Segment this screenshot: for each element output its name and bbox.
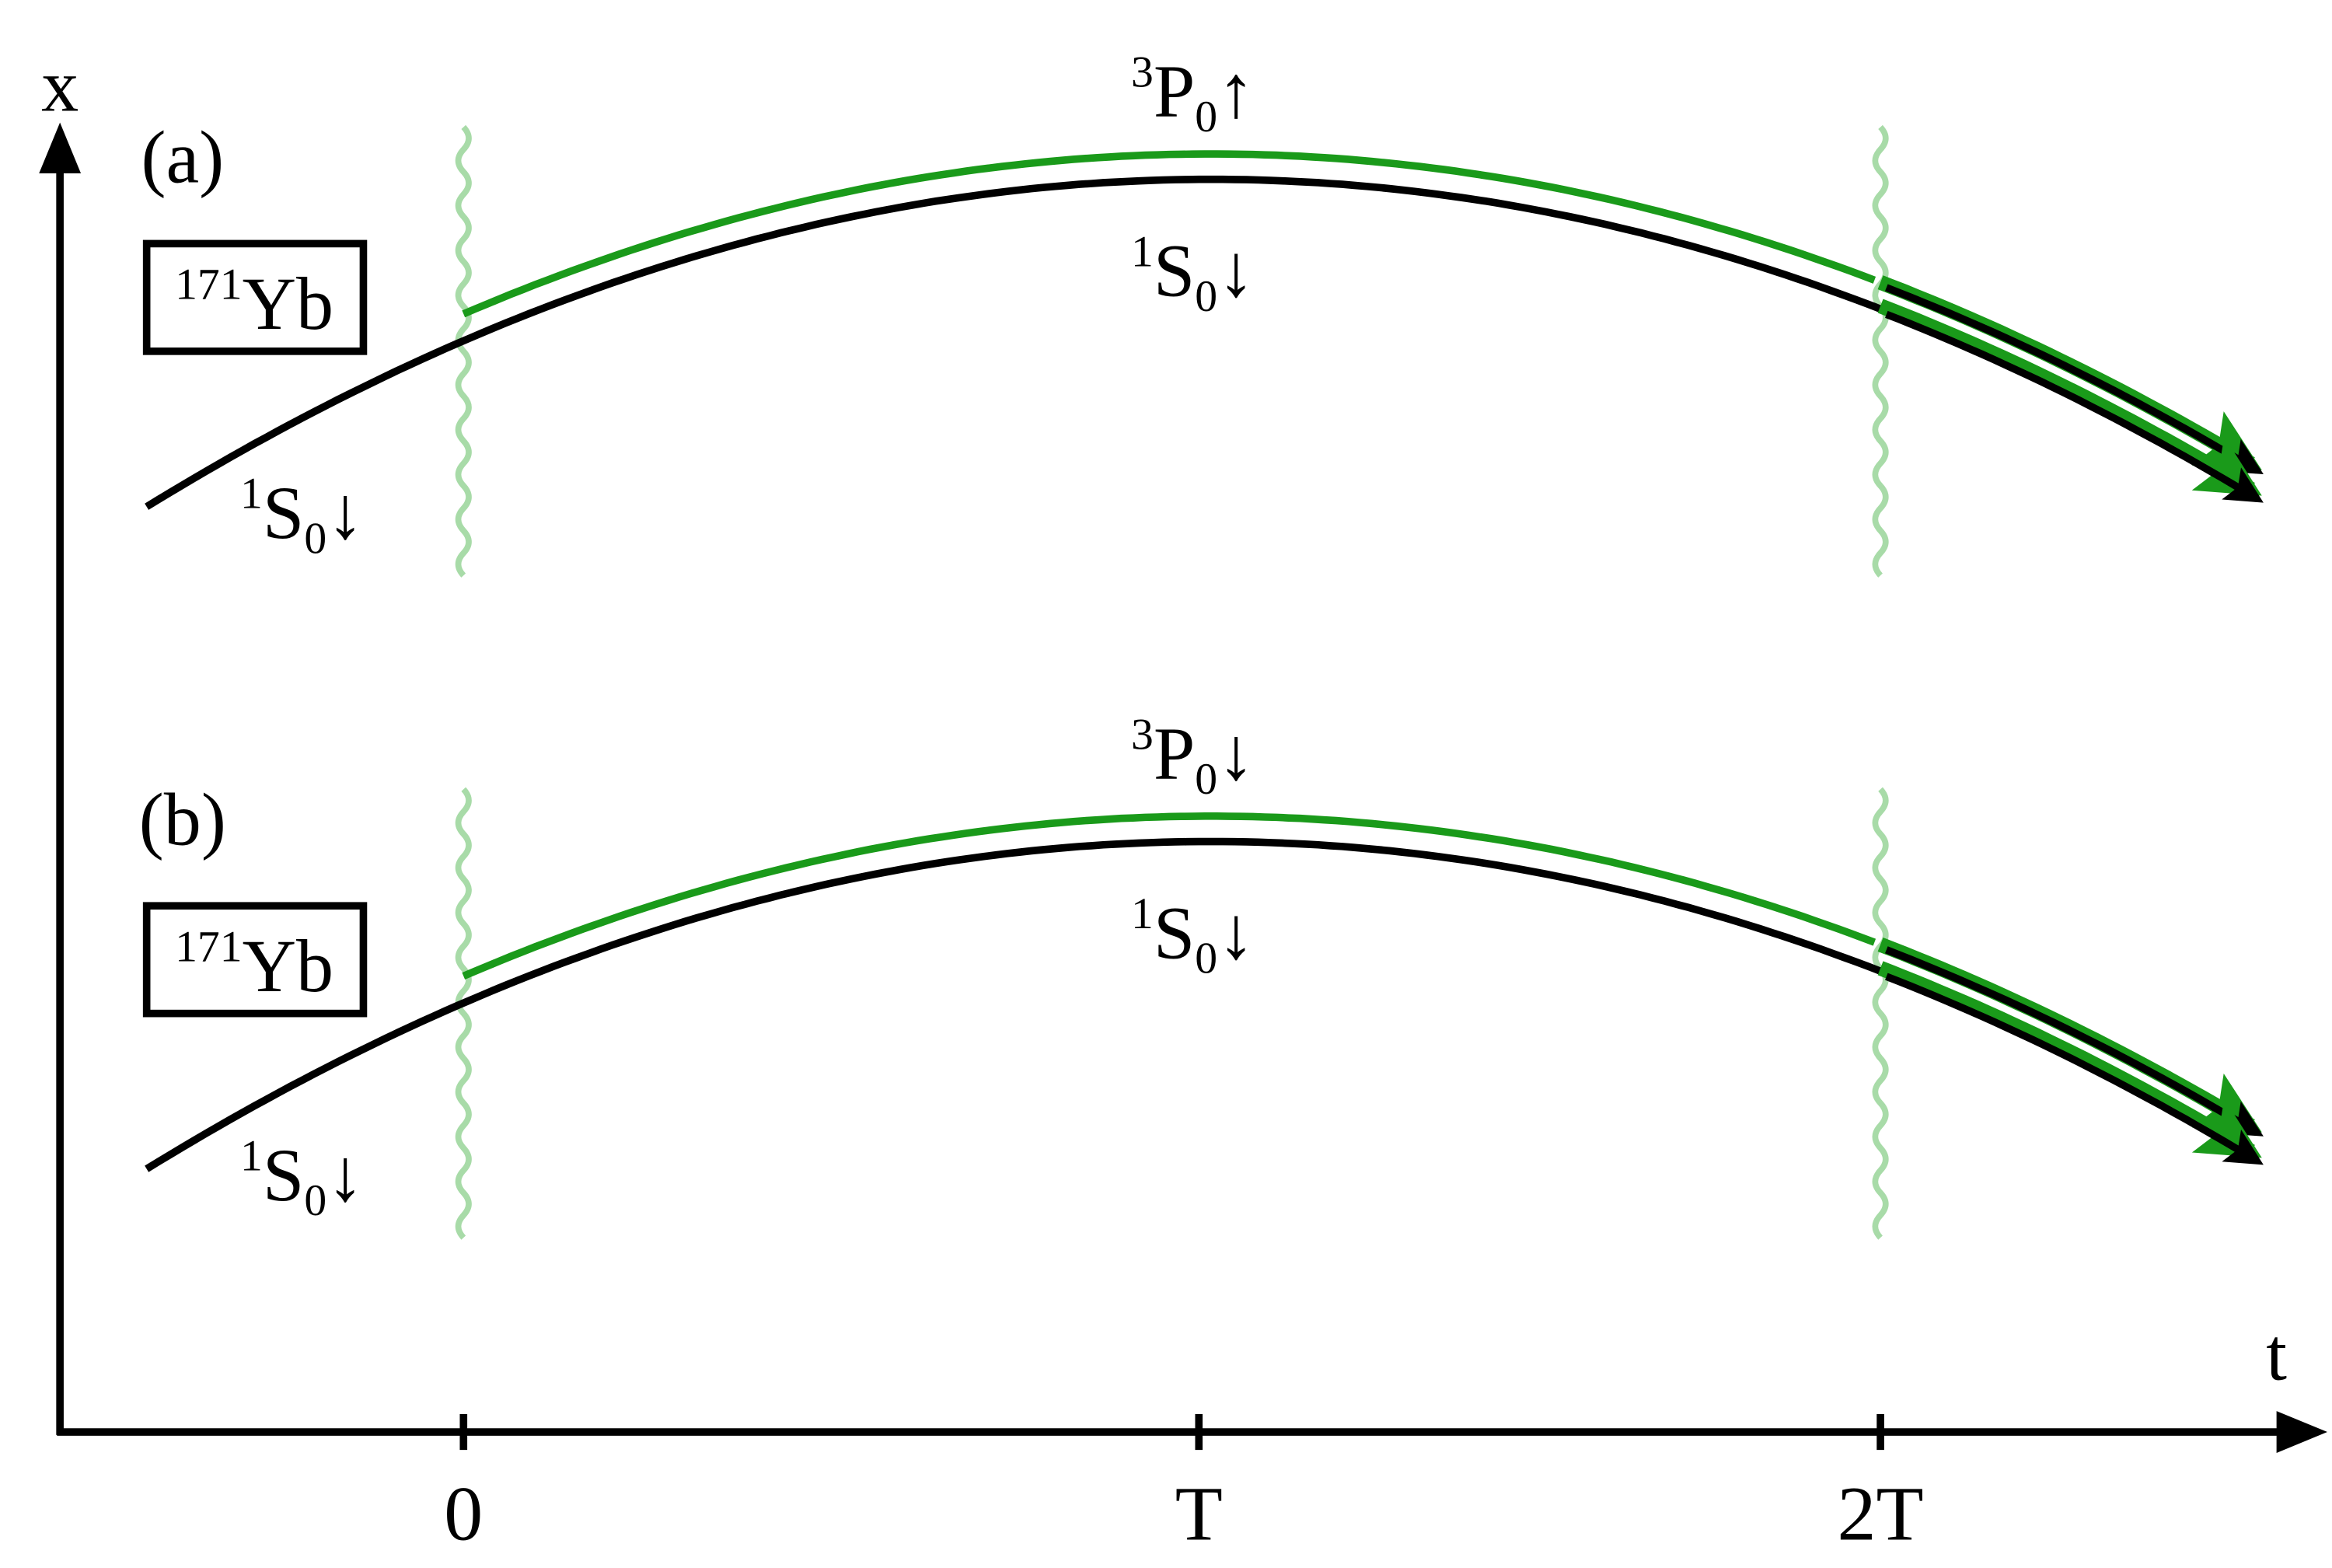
term-letter: S (263, 1133, 304, 1217)
multiplicity: 3 (1131, 710, 1154, 759)
term-letter: P (1154, 712, 1195, 795)
species: 171Yb (175, 922, 333, 1007)
term-letter: S (1154, 892, 1195, 975)
tick-label: 2T (1838, 1470, 1924, 1556)
species-box (142, 239, 368, 355)
output-lower (1885, 973, 2264, 1165)
middle-state: 1S0↓ (1131, 227, 1255, 321)
subscript: 0 (1195, 755, 1217, 804)
element: Yb (243, 262, 333, 345)
output-lower (1885, 310, 2264, 503)
subscript: 0 (304, 514, 326, 563)
panel-label: (b) (139, 777, 226, 861)
ground-trajectory (145, 837, 1882, 1172)
mass-number: 171 (175, 260, 243, 309)
tick-label: T (1175, 1470, 1223, 1556)
term-letter: S (1154, 229, 1195, 313)
initial-state: 1S0↓ (240, 470, 364, 564)
initial-state: 1S0↓ (240, 1132, 364, 1226)
species: 171Yb (175, 260, 333, 345)
output-upper (1884, 946, 2264, 1137)
output-upper (1884, 284, 2264, 474)
excited-trajectory (462, 150, 1876, 318)
x-arrowhead (2276, 1411, 2328, 1453)
upper-state: 3P0↓ (1131, 710, 1255, 804)
output-lower-green (1877, 961, 2262, 1158)
term-letter: P (1154, 50, 1195, 133)
multiplicity: 1 (240, 1132, 263, 1181)
laser-pulse (1872, 124, 1889, 578)
element: Yb (243, 924, 333, 1008)
multiplicity: 1 (1131, 889, 1154, 938)
panel-label: (a) (141, 116, 224, 199)
species-box (142, 902, 368, 1018)
y-axis-label: x (41, 44, 79, 127)
subscript: 0 (304, 1176, 326, 1225)
subscript: 0 (1195, 934, 1217, 983)
output-lower-green (1877, 299, 2262, 496)
upper-state: 3P0↑ (1131, 48, 1255, 142)
spin-arrow: ↓ (326, 1133, 364, 1217)
subscript: 0 (1195, 272, 1217, 321)
axes (39, 122, 2328, 1453)
mass-number: 171 (175, 922, 243, 971)
multiplicity: 1 (1131, 227, 1154, 276)
middle-state: 1S0↓ (1131, 889, 1255, 983)
multiplicity: 1 (240, 470, 263, 519)
spin-arrow: ↓ (326, 471, 364, 554)
x-axis-label: t (2266, 1313, 2287, 1396)
excited-trajectory (462, 812, 1876, 980)
spin-arrow: ↓ (1217, 892, 1255, 975)
term-letter: S (263, 471, 304, 554)
laser-pulse (455, 124, 472, 578)
spin-arrow: ↓ (1217, 712, 1255, 795)
tick-label: 0 (444, 1470, 483, 1556)
laser-pulse (455, 787, 472, 1240)
spin-arrow: ↑ (1217, 50, 1255, 133)
laser-pulse (1872, 787, 1889, 1240)
spin-arrow: ↓ (1217, 229, 1255, 313)
subscript: 0 (1195, 93, 1217, 141)
y-arrowhead (39, 122, 82, 174)
ground-trajectory (145, 175, 1882, 510)
multiplicity: 3 (1131, 48, 1154, 97)
